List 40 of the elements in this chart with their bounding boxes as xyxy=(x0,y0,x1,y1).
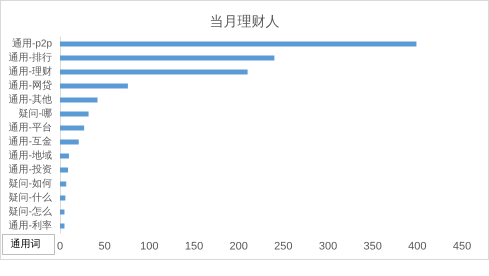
bar xyxy=(60,196,66,200)
y-tick-label: 通用-其他 xyxy=(8,94,52,106)
chart-title: 当月理财人 xyxy=(210,13,280,29)
bar xyxy=(60,182,66,186)
y-tick-label: 通用-排行 xyxy=(8,52,52,64)
bar xyxy=(60,224,64,228)
bar xyxy=(60,42,416,46)
y-tick-label: 疑问-什么 xyxy=(8,192,52,204)
bar xyxy=(60,56,274,60)
x-tick-label: 400 xyxy=(408,240,427,252)
y-tick-label: 通用-地域 xyxy=(8,150,52,162)
x-tick-label: 450 xyxy=(452,240,472,252)
y-tick-label: 通用-网贷 xyxy=(8,80,52,92)
text: 通用词 xyxy=(10,238,40,250)
x-tick-label: 100 xyxy=(140,240,159,252)
x-tick-label: 300 xyxy=(318,240,338,252)
bar xyxy=(60,154,69,158)
x-tick-label: 0 xyxy=(56,240,64,252)
y-tick-label: 通用-平台 xyxy=(8,122,52,134)
bar xyxy=(60,98,98,102)
bar xyxy=(60,84,128,88)
y-tick-label: 疑问-怎么 xyxy=(8,206,52,218)
y-tick-label: 通用-利率 xyxy=(8,220,52,232)
x-tick-label: 50 xyxy=(98,240,111,252)
y-tick-label: 通用-理财 xyxy=(8,66,52,78)
bar xyxy=(60,70,248,74)
bar xyxy=(60,210,64,214)
bar xyxy=(60,168,68,172)
x-tick-label: 350 xyxy=(363,240,382,252)
x-tick-label: 250 xyxy=(274,240,293,252)
bar xyxy=(60,112,89,116)
bar xyxy=(60,126,84,130)
y-tick-label: 疑问-如何 xyxy=(8,178,52,190)
x-tick-label: 150 xyxy=(184,240,204,252)
y-tick-label: 通用-p2p xyxy=(12,38,52,50)
y-tick-label: 通用-互金 xyxy=(8,136,52,148)
x-tick-label: 200 xyxy=(229,240,248,252)
y-tick-label: 疑问-哪 xyxy=(18,108,52,120)
y-tick-label: 通用-投资 xyxy=(8,164,52,176)
bar xyxy=(60,140,79,144)
